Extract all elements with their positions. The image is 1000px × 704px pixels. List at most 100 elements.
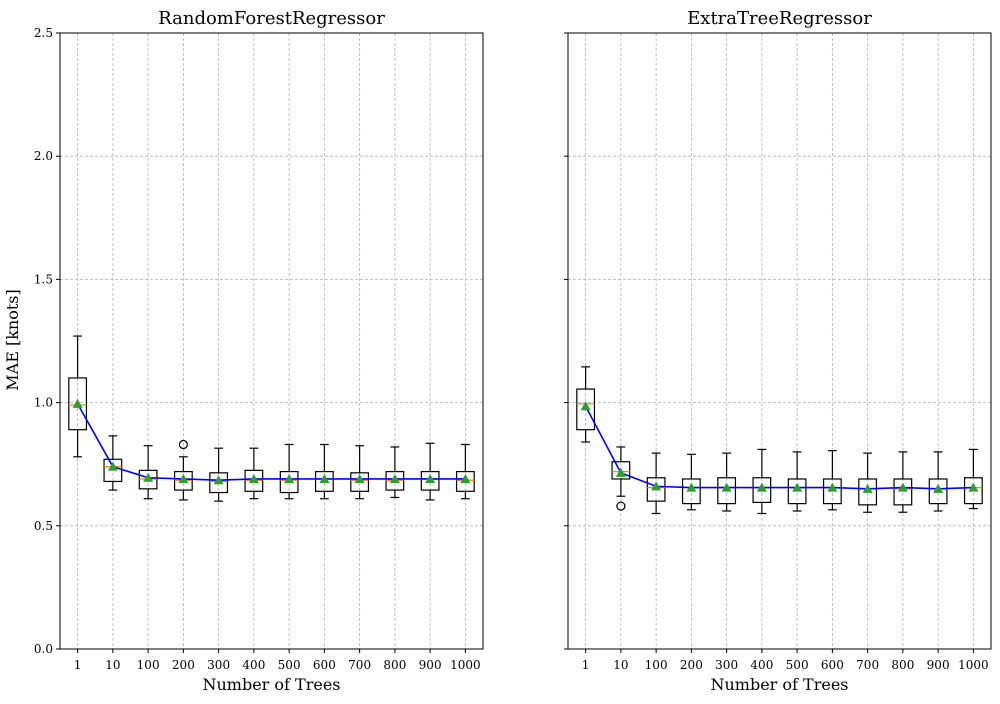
x-axis-label: Number of Trees	[710, 675, 848, 694]
x-tick-label: 500	[278, 658, 301, 672]
mean-marker	[389, 473, 400, 483]
panel-1: 0.0 0.5 1.0 1.5 2.0 2.5 1 10 100 200 300 400 500 600 7…	[34, 8, 484, 694]
box-body	[138, 469, 158, 490]
mean-marker	[792, 482, 803, 492]
x-tick-label: 500	[786, 658, 809, 672]
y-tick-label: 1.5	[34, 272, 53, 286]
mean-marker	[178, 473, 189, 483]
mean-marker	[968, 482, 979, 492]
x-tick-label: 300	[715, 658, 738, 672]
mean-marker	[827, 482, 838, 492]
x-tick-label: 100	[645, 658, 668, 672]
panel-title: ExtraTreeRegressor	[687, 8, 872, 29]
y-tick-label: 1.0	[34, 396, 53, 410]
box-body	[858, 478, 878, 506]
box-300	[209, 447, 229, 502]
mean-marker	[686, 482, 697, 492]
mean-marker	[143, 472, 154, 482]
box-600	[822, 450, 842, 511]
x-tick-label: 400	[242, 658, 265, 672]
box-body	[963, 477, 983, 505]
axes-frame	[567, 32, 992, 650]
box-body	[681, 478, 701, 505]
mean-trend-line	[76, 403, 466, 482]
mean-marker	[651, 481, 662, 491]
box-body	[385, 470, 405, 491]
x-tick-label: 100	[137, 658, 160, 672]
outlier-point	[616, 501, 626, 511]
box-body	[611, 461, 631, 480]
box-100	[646, 452, 666, 515]
x-tick-label: 300	[207, 658, 230, 672]
mean-marker	[319, 473, 330, 483]
axes-frame	[59, 32, 484, 650]
x-tick-label: 200	[680, 658, 703, 672]
y-axis-label: MAE [knots]	[3, 289, 22, 390]
y-tick-label: 2.0	[34, 149, 53, 163]
x-tick-label: 800	[891, 658, 914, 672]
mean-marker	[897, 482, 908, 492]
x-tick-label: 10	[105, 658, 120, 672]
box-body	[893, 478, 913, 506]
mean-marker	[107, 461, 118, 471]
box-10	[611, 446, 631, 511]
mean-marker	[72, 398, 83, 408]
outlier-point	[178, 439, 188, 450]
box-body	[717, 477, 737, 505]
mean-trend-line	[584, 405, 974, 490]
mean-marker	[248, 473, 259, 483]
box-body	[787, 478, 807, 505]
x-axis-label: Number of Trees	[202, 675, 340, 694]
mean-marker	[460, 473, 471, 483]
box-body	[576, 388, 596, 431]
y-tick-label: 2.5	[34, 26, 53, 40]
x-tick-label: 700	[856, 658, 879, 672]
x-tick-label: 900	[927, 658, 950, 672]
mean-marker	[721, 482, 732, 492]
box-body	[173, 470, 193, 491]
box-body	[350, 472, 370, 492]
x-tick-label: 400	[750, 658, 773, 672]
box-body	[455, 470, 475, 492]
mean-marker	[580, 401, 591, 411]
x-tick-label: 800	[383, 658, 406, 672]
box-body	[646, 477, 666, 502]
box-body	[244, 469, 264, 492]
panel-2: 1 10 100 200 300 400 500 600 700 800 900 1000 ExtraT…	[564, 8, 992, 694]
x-tick-label: 600	[313, 658, 336, 672]
mean-marker	[425, 473, 436, 483]
y-tick-label: 0.0	[34, 642, 53, 656]
box-800	[385, 446, 405, 499]
mean-marker	[284, 473, 295, 483]
box-body	[420, 470, 440, 491]
box-body	[68, 377, 88, 431]
box-body	[103, 458, 123, 483]
mean-marker	[615, 467, 626, 477]
mean-marker	[862, 483, 873, 493]
box-800	[893, 451, 913, 513]
x-tick-label: 200	[172, 658, 195, 672]
x-tick-label: 700	[348, 658, 371, 672]
mean-marker	[933, 483, 944, 493]
x-tick-label: 1	[74, 658, 82, 672]
y-tick-label: 0.5	[34, 519, 53, 533]
x-tick-label: 900	[419, 658, 442, 672]
mean-marker	[756, 482, 767, 492]
x-tick-label: 1000	[450, 658, 481, 672]
box-1000	[963, 448, 983, 510]
x-tick-label: 1000	[958, 658, 989, 672]
mean-marker	[354, 473, 365, 483]
box-400	[244, 447, 264, 500]
box-body	[314, 470, 334, 492]
box-body	[209, 472, 229, 494]
box-1	[68, 335, 88, 458]
x-tick-label: 10	[613, 658, 628, 672]
panel-title: RandomForestRegressor	[158, 8, 385, 29]
box-body	[822, 478, 842, 505]
x-tick-label: 600	[821, 658, 844, 672]
box-body	[752, 477, 772, 503]
box-400	[752, 448, 772, 515]
box-200	[173, 439, 193, 501]
